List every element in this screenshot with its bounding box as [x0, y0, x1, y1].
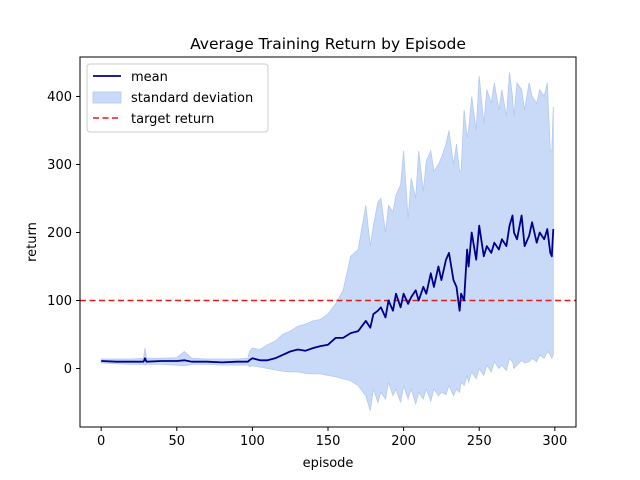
x-tick-label: 250	[467, 434, 492, 449]
chart-title: Average Training Return by Episode	[190, 35, 466, 53]
legend-box	[86, 63, 269, 133]
std-band-layer	[100, 72, 554, 411]
x-tick-label: 150	[316, 434, 341, 449]
y-tick-label: 300	[47, 158, 72, 173]
x-axis: 0 50 100 150 200 250 300	[97, 427, 567, 449]
std-band	[100, 72, 554, 411]
x-tick-label: 200	[391, 434, 416, 449]
x-tick-label: 300	[542, 434, 567, 449]
legend-std-label: standard deviation	[131, 91, 253, 106]
mean-line	[101, 214, 555, 364]
x-tick-label: 50	[169, 434, 186, 449]
mean-layer	[101, 214, 555, 364]
legend: mean standard deviation target return	[86, 63, 269, 133]
y-tick-label: 0	[64, 362, 72, 377]
legend-target-label: target return	[131, 112, 214, 127]
y-tick-label: 400	[47, 90, 72, 105]
x-tick-label: 0	[97, 434, 105, 449]
y-tick-label: 200	[47, 226, 72, 241]
x-axis-title: episode	[303, 456, 354, 471]
y-axis-title: return	[25, 222, 40, 262]
x-tick-label: 100	[240, 434, 265, 449]
y-tick-label: 100	[47, 294, 72, 309]
y-axis: 0 100 200 300 400	[47, 90, 80, 377]
legend-std-swatch	[92, 91, 122, 104]
legend-mean-label: mean	[131, 70, 168, 85]
